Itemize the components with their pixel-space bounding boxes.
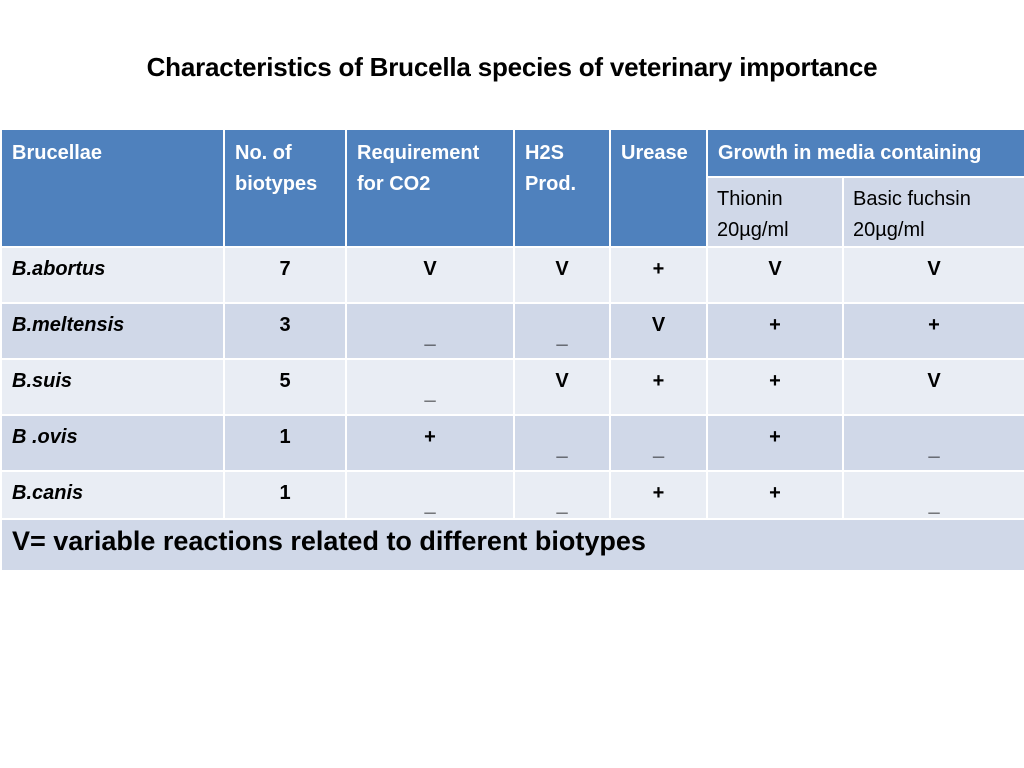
- header-urease: Urease: [609, 128, 708, 248]
- biotypes-cell: 3: [223, 302, 347, 360]
- biotypes-cell: 7: [223, 246, 347, 304]
- table-row: B .ovis 1 + _ _ + _: [0, 414, 1024, 472]
- fuchsin-cell: V: [842, 246, 1024, 304]
- header-growth: Growth in media containing: [706, 128, 1024, 178]
- thionin-cell: +: [706, 302, 844, 360]
- urease-cell: +: [609, 470, 708, 520]
- species-name: B.abortus: [0, 246, 225, 304]
- biotypes-cell: 5: [223, 358, 347, 416]
- h2s-cell: V: [513, 358, 611, 416]
- urease-cell: _: [609, 414, 708, 472]
- h2s-cell: _: [513, 414, 611, 472]
- fuchsin-cell: +: [842, 302, 1024, 360]
- fuchsin-cell: V: [842, 358, 1024, 416]
- biotypes-cell: 1: [223, 414, 347, 472]
- biotypes-cell: 1: [223, 470, 347, 520]
- co2-cell: _: [345, 470, 515, 520]
- species-name: B.suis: [0, 358, 225, 416]
- co2-cell: +: [345, 414, 515, 472]
- co2-cell: _: [345, 302, 515, 360]
- header-fuchsin: Basic fuchsin 20µg/ml: [842, 176, 1024, 248]
- co2-cell: _: [345, 358, 515, 416]
- header-brucellae: Brucellae: [0, 128, 225, 248]
- header-biotypes: No. of biotypes: [223, 128, 347, 248]
- thionin-cell: +: [706, 358, 844, 416]
- table-row: B.abortus 7 V V + V V: [0, 246, 1024, 304]
- h2s-cell: _: [513, 302, 611, 360]
- footnote: V= variable reactions related to differe…: [0, 518, 1024, 572]
- fuchsin-cell: _: [842, 470, 1024, 520]
- page-title: Characteristics of Brucella species of v…: [146, 52, 878, 82]
- species-name: B .ovis: [0, 414, 225, 472]
- fuchsin-cell: _: [842, 414, 1024, 472]
- header-co2: Requirement for CO2: [345, 128, 515, 248]
- thionin-cell: +: [706, 414, 844, 472]
- urease-cell: +: [609, 358, 708, 416]
- co2-cell: V: [345, 246, 515, 304]
- species-name: B.canis: [0, 470, 225, 520]
- header-row: Brucellae No. of biotypes Requirement fo…: [0, 128, 1024, 248]
- urease-cell: V: [609, 302, 708, 360]
- header-thionin: Thionin 20µg/ml: [706, 176, 844, 248]
- urease-cell: +: [609, 246, 708, 304]
- thionin-cell: V: [706, 246, 844, 304]
- h2s-cell: _: [513, 470, 611, 520]
- table-row: B.meltensis 3 _ _ V + +: [0, 302, 1024, 360]
- header-h2s: H2S Prod.: [513, 128, 611, 248]
- subheader-row: Thionin 20µg/ml Basic fuchsin 20µg/ml: [1, 176, 1024, 248]
- h2s-cell: V: [513, 246, 611, 304]
- table-row: B.canis 1 _ _ + + _: [0, 470, 1024, 520]
- species-name: B.meltensis: [0, 302, 225, 360]
- thionin-cell: +: [706, 470, 844, 520]
- footnote-row: V= variable reactions related to differe…: [0, 518, 1024, 572]
- brucella-table: Brucellae No. of biotypes Requirement fo…: [0, 128, 1024, 572]
- table-row: B.suis 5 _ V + + V: [0, 358, 1024, 416]
